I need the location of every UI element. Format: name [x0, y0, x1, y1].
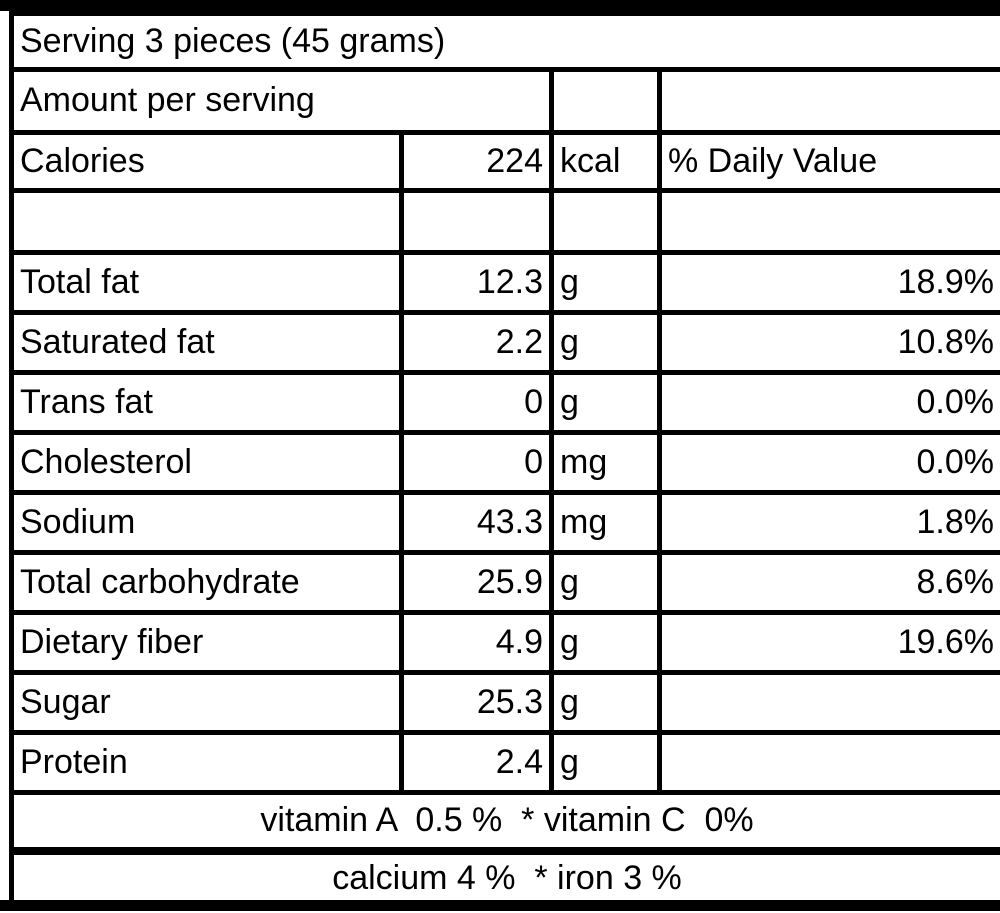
calories-value: 224 — [399, 130, 554, 193]
nutrient-row-dietary-fiber: Dietary fiber 4.9 g 19.6% — [9, 610, 1000, 675]
nutrient-dv: 19.6% — [657, 610, 1000, 675]
nutrient-unit: g — [549, 550, 662, 615]
calories-label: Calories — [9, 130, 404, 193]
nutrient-unit: g — [549, 310, 662, 375]
nutrient-dv — [657, 670, 1000, 735]
nutrient-label: Dietary fiber — [9, 610, 404, 675]
nutrient-unit: g — [549, 610, 662, 675]
nutrition-table: Serving 3 pieces (45 grams) Amount per s… — [9, 11, 1000, 908]
nutrient-dv: 8.6% — [657, 550, 1000, 615]
spacer-row — [9, 188, 1000, 255]
empty-dv-cell — [657, 67, 1000, 135]
nutrient-label: Saturated fat — [9, 310, 404, 375]
nutrient-value: 4.9 — [399, 610, 554, 675]
top-border-bar — [0, 0, 1000, 11]
nutrient-dv: 0.0% — [657, 370, 1000, 435]
vitamins-footer-row: vitamin A 0.5 % * vitamin C 0% — [9, 790, 1000, 854]
nutrient-unit: g — [549, 250, 662, 315]
nutrient-dv — [657, 730, 1000, 795]
nutrient-value: 2.4 — [399, 730, 554, 795]
amount-per-serving-row: Amount per serving — [9, 67, 1000, 135]
nutrient-label: Sugar — [9, 670, 404, 735]
nutrient-dv: 18.9% — [657, 250, 1000, 315]
nutrient-dv: 10.8% — [657, 310, 1000, 375]
nutrient-row-saturated-fat: Saturated fat 2.2 g 10.8% — [9, 310, 1000, 375]
nutrient-row-total-fat: Total fat 12.3 g 18.9% — [9, 250, 1000, 315]
vitamins-footer-text: vitamin A 0.5 % * vitamin C 0% — [9, 790, 1000, 854]
spacer-cell — [399, 188, 554, 255]
serving-size-text: Serving 3 pieces (45 grams) — [9, 11, 1000, 72]
nutrient-dv: 0.0% — [657, 430, 1000, 495]
calories-row: Calories 224 kcal % Daily Value — [9, 130, 1000, 193]
spacer-cell — [549, 188, 662, 255]
nutrient-value: 25.3 — [399, 670, 554, 735]
nutrient-row-total-carbohydrate: Total carbohydrate 25.9 g 8.6% — [9, 550, 1000, 615]
spacer-cell — [9, 188, 404, 255]
nutrient-label: Total fat — [9, 250, 404, 315]
nutrient-label: Total carbohydrate — [9, 550, 404, 615]
nutrient-dv: 1.8% — [657, 490, 1000, 555]
daily-value-header: % Daily Value — [657, 130, 1000, 193]
nutrient-unit: mg — [549, 490, 662, 555]
nutrient-unit: g — [549, 670, 662, 735]
empty-unit-cell — [549, 67, 662, 135]
serving-row: Serving 3 pieces (45 grams) — [9, 11, 1000, 72]
nutrient-value: 43.3 — [399, 490, 554, 555]
nutrient-value: 0 — [399, 430, 554, 495]
bottom-border-bar — [0, 900, 1000, 911]
nutrient-label: Protein — [9, 730, 404, 795]
nutrient-row-sodium: Sodium 43.3 mg 1.8% — [9, 490, 1000, 555]
amount-per-serving-text: Amount per serving — [9, 67, 554, 135]
spacer-cell — [657, 188, 1000, 255]
nutrient-label: Sodium — [9, 490, 404, 555]
nutrient-unit: mg — [549, 430, 662, 495]
minerals-footer-text: calcium 4 % * iron 3 % — [9, 847, 1000, 908]
nutrient-value: 12.3 — [399, 250, 554, 315]
minerals-footer-row: calcium 4 % * iron 3 % — [9, 847, 1000, 908]
nutrient-value: 0 — [399, 370, 554, 435]
nutrient-row-trans-fat: Trans fat 0 g 0.0% — [9, 370, 1000, 435]
nutrient-value: 2.2 — [399, 310, 554, 375]
nutrient-label: Trans fat — [9, 370, 404, 435]
nutrient-value: 25.9 — [399, 550, 554, 615]
nutrient-unit: g — [549, 370, 662, 435]
nutrient-row-protein: Protein 2.4 g — [9, 730, 1000, 795]
nutrient-unit: g — [549, 730, 662, 795]
nutrient-row-cholesterol: Cholesterol 0 mg 0.0% — [9, 430, 1000, 495]
nutrient-label: Cholesterol — [9, 430, 404, 495]
calories-unit: kcal — [549, 130, 662, 193]
nutrient-row-sugar: Sugar 25.3 g — [9, 670, 1000, 735]
